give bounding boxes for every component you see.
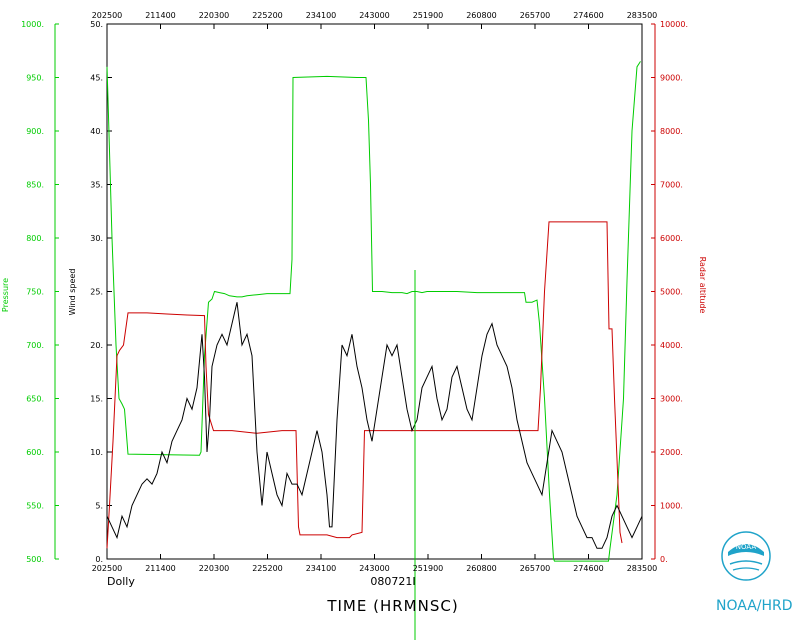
pressure-tick-label: 900. [26, 127, 44, 136]
logo-text: NOAA [736, 543, 757, 551]
series-radar-altitude [106, 221, 623, 549]
x-tick-label: 274600 [573, 564, 604, 573]
pressure-axis-label: Pressure [1, 278, 10, 312]
x-tick-label: 211400 [145, 564, 176, 573]
wind-tick-label: 5. [95, 502, 103, 511]
pressure-tick-label: 700. [26, 341, 44, 350]
x-tick-label: 260800 [466, 564, 497, 573]
flight-id: 080721I [370, 575, 415, 588]
wind-tick-label: 30. [90, 234, 103, 243]
x-tick-label-top: 260800 [466, 11, 497, 20]
radar-tick-label: 9000. [660, 74, 683, 83]
x-tick-label: 251900 [413, 564, 444, 573]
x-tick-label: 283500 [627, 564, 658, 573]
wind-tick-label: 10. [90, 448, 103, 457]
radar-tick-label: 2000. [660, 448, 683, 457]
x-tick-label: 265700 [520, 564, 551, 573]
storm-name: Dolly [107, 575, 135, 588]
x-tick-label-top: 243000 [359, 11, 390, 20]
noaa-logo: NOAA [721, 531, 771, 581]
pressure-tick-label: 850. [26, 181, 44, 190]
pressure-tick-label: 750. [26, 288, 44, 297]
x-tick-label-top: 220300 [199, 11, 230, 20]
radar-tick-label: 5000. [660, 288, 683, 297]
x-tick-label: 234100 [306, 564, 337, 573]
wind-tick-label: 25. [90, 288, 103, 297]
pressure-tick-label: 650. [26, 395, 44, 404]
radar-tick-label: 4000. [660, 341, 683, 350]
x-tick-label-top: 225200 [252, 11, 283, 20]
x-tick-label: 220300 [199, 564, 230, 573]
x-tick-label-top: 234100 [306, 11, 337, 20]
pressure-tick-label: 500. [26, 555, 44, 564]
x-tick-label-top: 274600 [573, 11, 604, 20]
x-tick-label-top: 251900 [413, 11, 444, 20]
x-tick-label: 202500 [92, 564, 123, 573]
org-label: NOAA/HRD [716, 598, 793, 614]
wind-tick-label: 20. [90, 341, 103, 350]
x-tick-label-top: 283500 [627, 11, 658, 20]
wind-tick-label: 40. [90, 127, 103, 136]
radar-tick-label: 0. [660, 555, 668, 564]
wind-tick-label: 15. [90, 395, 103, 404]
radar-tick-label: 8000. [660, 127, 683, 136]
x-tick-label-top: 211400 [145, 11, 176, 20]
radar-tick-label: 3000. [660, 395, 683, 404]
radar-tick-label: 10000. [660, 20, 688, 29]
x-tick-label-top: 265700 [520, 11, 551, 20]
wind-axis-label: Wind speed [68, 269, 77, 316]
wind-tick-label: 45. [90, 74, 103, 83]
x-tick-label: 243000 [359, 564, 390, 573]
series-pressure [106, 61, 641, 562]
pressure-tick-label: 600. [26, 448, 44, 457]
pressure-tick-label: 800. [26, 234, 44, 243]
x-tick-label-top: 202500 [92, 11, 123, 20]
radar-tick-label: 1000. [660, 502, 683, 511]
radar-tick-label: 6000. [660, 234, 683, 243]
pressure-tick-label: 950. [26, 74, 44, 83]
radar-axis-label: Radar altitude [698, 257, 707, 314]
radar-tick-label: 7000. [660, 181, 683, 190]
pressure-tick-label: 550. [26, 502, 44, 511]
wind-tick-label: 50. [90, 20, 103, 29]
wind-tick-label: 35. [90, 181, 103, 190]
series-wind-speed [106, 302, 643, 549]
wind-tick-label: 0. [95, 555, 103, 564]
pressure-tick-label: 1000. [21, 20, 44, 29]
x-tick-label: 225200 [252, 564, 283, 573]
x-axis-label: TIME (HRMNSC) [326, 597, 458, 615]
